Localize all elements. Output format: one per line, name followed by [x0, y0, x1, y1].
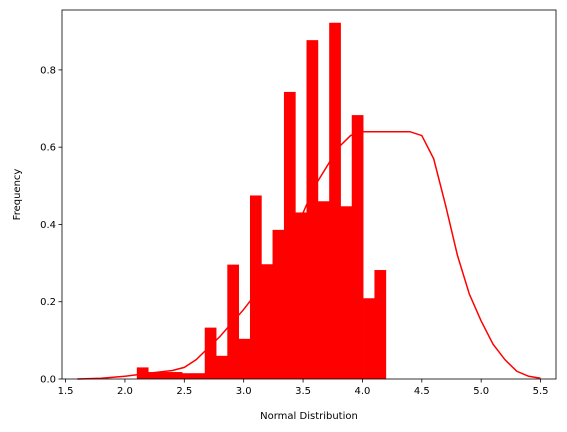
x-axis-ticks: 1.5 2.0 2.5 3.0 3.5 4.0 4.5 5.0 5.5 [58, 379, 549, 397]
y-axis-label: Frequency [12, 169, 23, 221]
x-tick-label-2: 2.5 [176, 386, 192, 397]
histogram-bar-19 [351, 115, 364, 379]
y-tick-label-0: 0.0 [40, 375, 56, 386]
histogram-bar-0 [136, 367, 149, 379]
histogram-bar-3 [170, 372, 183, 379]
histogram-bar-11 [261, 264, 273, 379]
histogram-bar-17 [329, 22, 341, 379]
histogram-bar-7 [216, 355, 228, 379]
histogram-bar-13 [283, 91, 296, 380]
x-tick-label-7: 5.0 [473, 386, 489, 397]
histogram-bar-10 [249, 195, 262, 379]
x-tick-label-8: 5.5 [533, 386, 549, 397]
histogram-bar-15 [306, 40, 319, 380]
x-axis-label: Normal Distribution [260, 411, 358, 422]
x-tick-label-4: 3.5 [295, 386, 311, 397]
x-tick-label-1: 2.0 [117, 386, 133, 397]
histogram-bar-4 [182, 373, 194, 379]
histogram-bars [136, 22, 387, 380]
plot-frame [61, 9, 557, 380]
histogram-bar-1 [148, 372, 160, 379]
histogram-bar-2 [159, 372, 172, 379]
histogram-bar-16 [317, 201, 330, 379]
x-tick-label-6: 4.5 [414, 386, 430, 397]
histogram-bar-5 [193, 373, 206, 379]
x-tick-label-0: 1.5 [58, 386, 74, 397]
y-tick-label-2: 0.4 [40, 220, 56, 231]
density-curve [77, 130, 541, 380]
y-tick-label-1: 0.2 [40, 297, 56, 308]
y-tick-label-3: 0.6 [40, 143, 56, 154]
x-tick-label-5: 4.0 [354, 386, 370, 397]
histogram-bar-14 [295, 212, 307, 379]
histogram-bar-9 [238, 338, 251, 379]
histogram-bar-21 [374, 270, 387, 379]
histogram-bar-6 [204, 327, 217, 379]
histogram-bar-20 [363, 298, 375, 379]
histogram-bar-12 [272, 229, 285, 379]
x-tick-label-3: 3.0 [236, 386, 252, 397]
histogram-bar-18 [340, 206, 353, 379]
y-tick-label-4: 0.8 [40, 65, 56, 76]
y-axis-ticks: 0.0 0.2 0.4 0.6 0.8 [40, 65, 62, 386]
